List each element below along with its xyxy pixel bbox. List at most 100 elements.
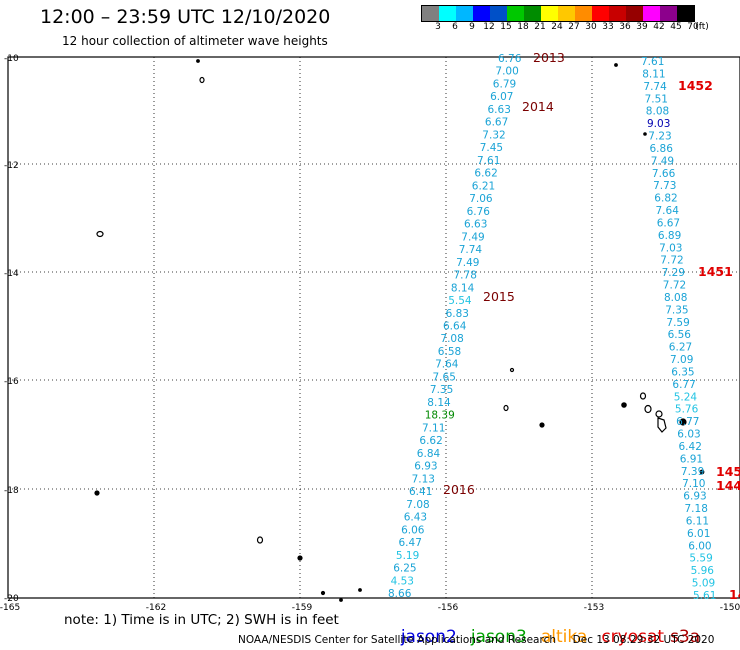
wave-height-label: 6.76 xyxy=(467,206,491,218)
colorbar-tick: 45 xyxy=(670,22,682,32)
legend-altika: altika xyxy=(540,627,588,647)
colorbar-tick: 18 xyxy=(517,22,529,32)
colorbar-tick: 33 xyxy=(602,22,614,32)
wave-height-label: 6.03 xyxy=(677,429,700,441)
wave-height-label: 6.84 xyxy=(417,448,441,460)
lon-label: -153 xyxy=(584,603,604,613)
wave-height-label: 6.76 xyxy=(498,53,522,65)
lon-label: -156 xyxy=(438,603,459,613)
lon-label: -150 xyxy=(720,603,740,613)
wave-height-label: 7.23 xyxy=(648,131,671,143)
wave-height-label: 6.56 xyxy=(668,329,692,341)
wave-height-label: 7.78 xyxy=(454,270,477,282)
wave-height-label: 6.41 xyxy=(409,486,432,498)
year-label: 2016 xyxy=(443,482,475,497)
wave-height-label: 6.83 xyxy=(446,308,469,320)
colorbar-tick: 6 xyxy=(452,22,458,32)
wave-height-label: 6.79 xyxy=(493,79,516,91)
colorbar-tick: 9 xyxy=(469,22,475,32)
wave-height-label: 7.08 xyxy=(440,333,463,345)
islands xyxy=(94,59,705,602)
wave-height-label: 6.43 xyxy=(404,512,427,524)
wave-height-label: 6.63 xyxy=(464,219,487,231)
wave-height-label: 6.89 xyxy=(658,230,681,242)
wave-height-label: 6.35 xyxy=(671,367,694,379)
wave-height-label: 7.00 xyxy=(495,66,518,78)
track-label: 144 xyxy=(716,478,740,493)
colorbar-tick: 15 xyxy=(500,22,512,32)
year-label: 2014 xyxy=(522,99,554,114)
wave-height-label: 7.35 xyxy=(430,384,453,396)
year-label: 2013 xyxy=(533,50,565,65)
lon-label: -159 xyxy=(292,603,313,613)
wave-height-label: 6.91 xyxy=(680,453,703,465)
longitude-labels: -165 -162 -159 -156 -153 -150 xyxy=(0,603,740,613)
wave-height-label: 7.64 xyxy=(435,359,459,371)
wave-height-label: 4.53 xyxy=(391,575,414,587)
wave-height-label: 6.11 xyxy=(686,516,709,528)
wave-height-label: 7.11 xyxy=(422,422,445,434)
wave-height-label: 5.54 xyxy=(448,295,472,307)
wave-height-label: 8.14 xyxy=(427,397,451,409)
wave-height-label: 7.08 xyxy=(406,499,429,511)
footer-credit: NOAA/NESDIS Center for Satellite Applica… xyxy=(238,634,715,646)
track-label: 14 xyxy=(729,587,740,602)
track-label: 1451 xyxy=(698,264,733,279)
wave-height-colorbar xyxy=(421,5,695,22)
wave-height-label: 7.61 xyxy=(477,155,500,167)
wave-height-label: 8.11 xyxy=(642,68,665,80)
colorbar-swatch xyxy=(643,6,660,21)
wave-height-label: 8.08 xyxy=(664,292,687,304)
footer-note: note: 1) Time is in UTC; 2) SWH is in fe… xyxy=(64,612,339,628)
colorbar-swatch xyxy=(558,6,575,21)
wave-height-label: 6.93 xyxy=(414,461,437,473)
colorbar-swatch xyxy=(609,6,626,21)
wave-height-label: 7.49 xyxy=(461,231,484,243)
wave-height-label: 6.64 xyxy=(443,321,467,333)
colorbar-swatch xyxy=(626,6,643,21)
wave-height-label: 7.51 xyxy=(645,93,668,105)
wave-height-label: 6.67 xyxy=(657,217,680,229)
legend-jason3: jason3 xyxy=(470,627,527,647)
wave-height-label: 7.65 xyxy=(433,372,456,384)
colorbar-tick: (ft) xyxy=(695,22,709,32)
wave-height-label: 7.13 xyxy=(412,473,435,485)
wave-height-label: 7.72 xyxy=(660,255,683,267)
wave-height-label: 7.32 xyxy=(482,129,505,141)
wave-height-label: 7.18 xyxy=(685,503,708,515)
colorbar-tick: 42 xyxy=(653,22,665,32)
wave-height-label: 7.61 xyxy=(641,56,664,68)
colorbar-tick-labels: 3 6 9 12 15 18 21 24 27 30 33 36 39 42 45 70 (ft) xyxy=(421,22,740,34)
map-subtitle: 12 hour collection of altimeter wave hei… xyxy=(62,34,328,48)
wave-height-label: 7.74 xyxy=(643,81,667,93)
wave-height-label: 7.72 xyxy=(663,280,686,292)
colorbar-tick: 21 xyxy=(534,22,546,32)
wave-height-label: 7.39 xyxy=(681,466,704,478)
wave-height-label: 6.62 xyxy=(474,168,497,180)
colorbar-tick: 70 xyxy=(687,22,699,32)
wave-height-label: 7.64 xyxy=(656,205,680,217)
colorbar-swatch xyxy=(422,6,439,21)
colorbar-swatch xyxy=(490,6,507,21)
latitude-labels: -10 -12 -14 -16 -18 -20 xyxy=(4,54,19,604)
colorbar-tick: 39 xyxy=(636,22,648,32)
legend-jason2: jason2 xyxy=(400,627,457,647)
colorbar-tick: 30 xyxy=(585,22,597,32)
map-gridlines xyxy=(8,57,740,598)
wave-height-label: 6.25 xyxy=(393,563,416,575)
wave-height-label: 6.06 xyxy=(401,524,425,536)
colorbar-tick: 24 xyxy=(551,22,563,32)
colorbar-swatch xyxy=(439,6,456,21)
year-label: 2015 xyxy=(483,289,515,304)
wave-height-label: 7.09 xyxy=(670,354,693,366)
wave-height-label: 6.21 xyxy=(472,180,495,192)
legend-s3a: s3a xyxy=(670,627,701,647)
wave-height-label: 7.03 xyxy=(659,242,682,254)
colorbar-swatch xyxy=(456,6,473,21)
satellite-legend: jason2 jason3 altika cryosat s3a xyxy=(390,607,714,647)
wave-height-label: 5.76 xyxy=(675,404,699,416)
wave-height-label: 6.00 xyxy=(688,540,711,552)
wave-height-label: 7.73 xyxy=(653,180,676,192)
map-title: 12:00 – 23:59 UTC 12/10/2020 xyxy=(40,6,331,28)
